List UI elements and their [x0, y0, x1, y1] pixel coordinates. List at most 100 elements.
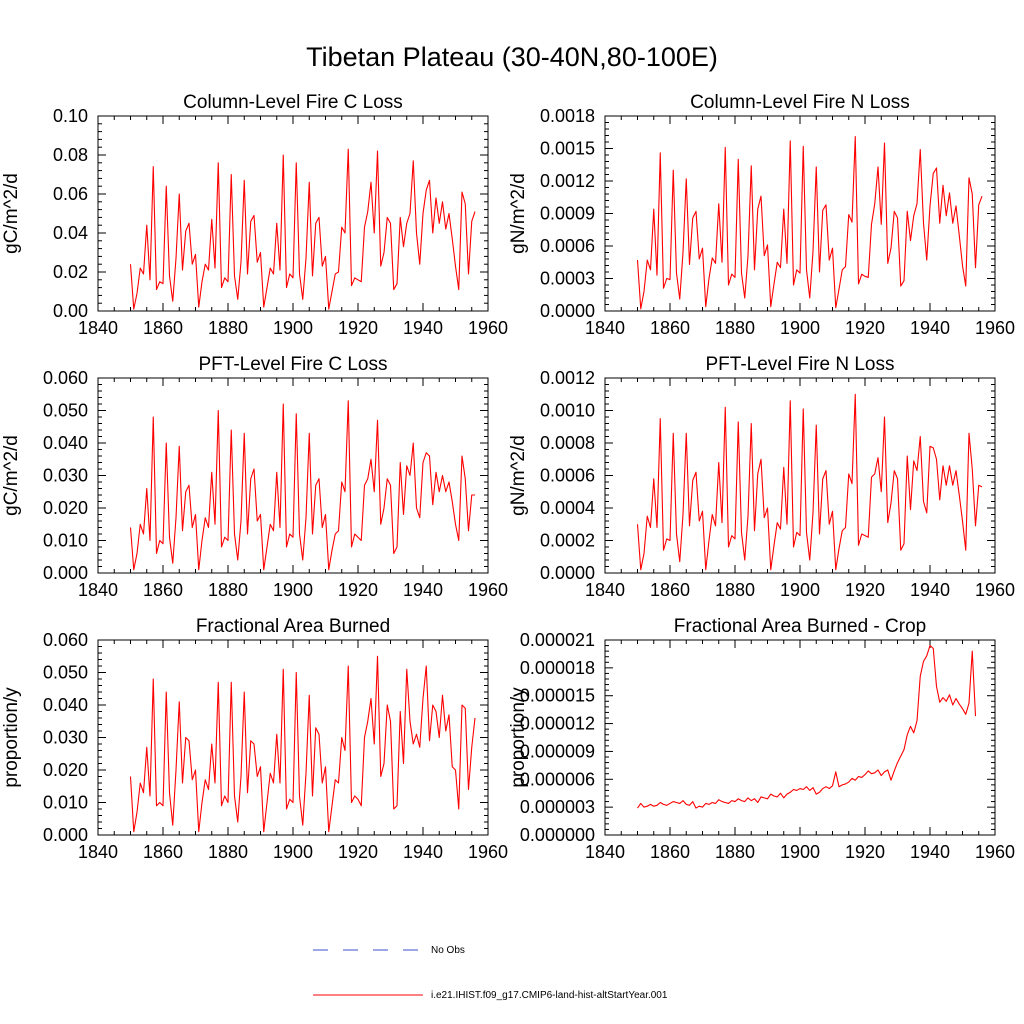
y-tick-label: 0.0000 — [540, 563, 595, 583]
panel-5: Fractional Area Burned 1840 1860 1880 1900 19… — [1, 616, 508, 862]
y-tick-label: 0.050 — [43, 401, 88, 421]
series-line — [636, 136, 983, 310]
panel-title: Fractional Area Burned — [196, 616, 390, 637]
y-tick-label: 0.0000 — [540, 301, 595, 321]
panel-3: PFT-Level Fire C Loss 1840 1860 1880 1900 192… — [1, 354, 508, 600]
y-tick-label: 0.060 — [43, 368, 88, 388]
x-tick-label: 1860 — [650, 318, 690, 338]
panel-title: Column-Level Fire N Loss — [690, 92, 910, 113]
y-axis-label: gN/m^2/d — [508, 435, 529, 516]
y-tick-label: 0.0006 — [540, 466, 595, 486]
y-axis-label: proportion/y — [508, 687, 529, 788]
panel-4: PFT-Level Fire N Loss 1840 1860 1880 1900 192… — [508, 354, 1015, 600]
panel-title: Fractional Area Burned - Crop — [674, 616, 926, 637]
x-tick-label: 1900 — [273, 842, 313, 862]
x-tick-label: 1880 — [715, 318, 755, 338]
x-tick-label: 1900 — [780, 580, 820, 600]
y-tick-label: 0.060 — [43, 630, 88, 650]
x-tick-label: 1920 — [845, 842, 885, 862]
y-tick-label: 0.0010 — [540, 401, 595, 421]
x-tick-label: 1960 — [468, 580, 508, 600]
y-tick-label: 0.08 — [53, 145, 88, 165]
x-tick-label: 1860 — [143, 318, 183, 338]
x-tick-label: 1880 — [715, 842, 755, 862]
x-tick-label: 1880 — [208, 318, 248, 338]
y-tick-label: 0.010 — [43, 793, 88, 813]
x-tick-label: 1900 — [273, 580, 313, 600]
x-tick-label: 1920 — [845, 580, 885, 600]
series-line — [636, 393, 983, 571]
y-tick-label: 0.000003 — [520, 797, 595, 817]
x-tick-label: 1920 — [338, 842, 378, 862]
panel-2: Column-Level Fire N Loss 1840 1860 1880 1900… — [508, 92, 1015, 338]
y-axis-label: gC/m^2/d — [1, 173, 22, 254]
x-tick-label: 1960 — [468, 318, 508, 338]
x-tick-label: 1900 — [780, 842, 820, 862]
x-tick-label: 1960 — [975, 580, 1015, 600]
legend-no-obs-label: No Obs — [431, 945, 465, 956]
y-tick-label: 0.0002 — [540, 531, 595, 551]
y-tick-label: 0.000021 — [520, 630, 595, 650]
x-tick-label: 1940 — [403, 318, 443, 338]
y-tick-label: 0.000015 — [520, 686, 595, 706]
x-tick-label: 1920 — [338, 580, 378, 600]
x-tick-label: 1880 — [208, 580, 248, 600]
panels: Column-Level Fire C Loss 1840 1860 1880 1900… — [1, 92, 1015, 862]
x-tick-label: 1880 — [208, 842, 248, 862]
x-tick-label: 1940 — [910, 580, 950, 600]
y-tick-label: 0.0003 — [540, 269, 595, 289]
x-tick-label: 1920 — [845, 318, 885, 338]
panel-title: Column-Level Fire C Loss — [183, 92, 403, 113]
plot-frame — [604, 639, 996, 836]
y-tick-label: 0.00 — [53, 301, 88, 321]
x-tick-label: 1860 — [143, 842, 183, 862]
y-tick-label: 0.030 — [43, 728, 88, 748]
x-tick-label: 1900 — [780, 318, 820, 338]
x-tick-label: 1860 — [650, 580, 690, 600]
panel-1: Column-Level Fire C Loss 1840 1860 1880 1900… — [1, 92, 508, 338]
y-tick-label: 0.020 — [43, 760, 88, 780]
panel-title: PFT-Level Fire C Loss — [199, 354, 388, 375]
x-tick-label: 1900 — [273, 318, 313, 338]
panel-6: Fractional Area Burned - Crop 1840 1860 188… — [508, 616, 1015, 862]
y-tick-label: 0.010 — [43, 531, 88, 551]
y-tick-label: 0.0008 — [540, 433, 595, 453]
figure-title: Tibetan Plateau (30-40N,80-100E) — [306, 42, 718, 72]
x-tick-label: 1860 — [143, 580, 183, 600]
panel-title: PFT-Level Fire N Loss — [706, 354, 895, 375]
y-tick-label: 0.06 — [53, 184, 88, 204]
x-tick-label: 1880 — [715, 580, 755, 600]
x-tick-label: 1840 — [78, 580, 118, 600]
y-axis-label: proportion/y — [1, 687, 22, 788]
y-axis-label: gN/m^2/d — [508, 173, 529, 254]
x-tick-label: 1840 — [78, 842, 118, 862]
y-tick-label: 0.000 — [43, 563, 88, 583]
legend: No Obs i.e21.IHIST.f09_g17.CMIP6-land-hi… — [313, 945, 668, 1001]
x-tick-label: 1960 — [975, 842, 1015, 862]
y-tick-label: 0.040 — [43, 433, 88, 453]
y-tick-label: 0.0009 — [540, 204, 595, 224]
y-axis-label: gC/m^2/d — [1, 435, 22, 516]
x-tick-label: 1840 — [78, 318, 118, 338]
x-tick-label: 1940 — [910, 318, 950, 338]
y-tick-label: 0.000000 — [520, 825, 595, 845]
x-tick-label: 1940 — [403, 580, 443, 600]
x-tick-label: 1860 — [650, 842, 690, 862]
y-tick-label: 0.0006 — [540, 236, 595, 256]
y-tick-label: 0.020 — [43, 498, 88, 518]
series-line — [637, 645, 977, 809]
y-tick-label: 0.02 — [53, 262, 88, 282]
y-tick-label: 0.0012 — [540, 171, 595, 191]
series-line — [129, 400, 475, 571]
series-line — [129, 655, 476, 833]
y-tick-label: 0.030 — [43, 466, 88, 486]
y-tick-label: 0.0015 — [540, 139, 595, 159]
y-tick-label: 0.0018 — [540, 106, 595, 126]
x-tick-label: 1940 — [403, 842, 443, 862]
y-tick-label: 0.000012 — [520, 714, 595, 734]
x-tick-label: 1960 — [468, 842, 508, 862]
y-tick-label: 0.10 — [53, 106, 88, 126]
y-tick-label: 0.000018 — [520, 658, 595, 678]
y-tick-label: 0.000009 — [520, 741, 595, 761]
